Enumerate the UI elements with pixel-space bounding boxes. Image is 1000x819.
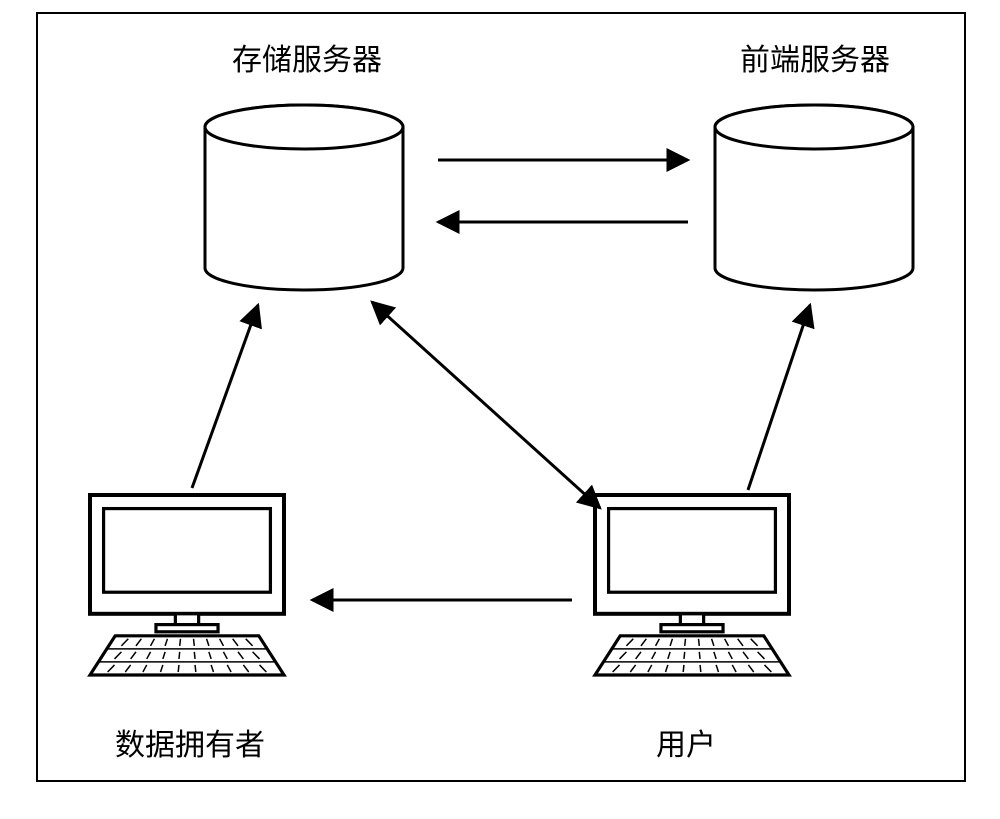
edge-owner-to-storage xyxy=(192,305,258,488)
storage-server-label: 存储服务器 xyxy=(232,35,382,79)
data-owner-label: 数据拥有者 xyxy=(115,720,265,764)
user-label: 用户 xyxy=(656,720,716,764)
computer-icon xyxy=(595,495,789,675)
edge-user-to-frontend xyxy=(748,305,810,490)
frontend-server-label: 前端服务器 xyxy=(740,35,890,79)
diagram-svg xyxy=(0,0,1000,819)
edge-user-storage-bidir xyxy=(372,302,600,508)
cylinder-icon xyxy=(205,105,403,290)
cylinder-icon xyxy=(715,105,913,290)
computer-icon xyxy=(90,495,284,675)
